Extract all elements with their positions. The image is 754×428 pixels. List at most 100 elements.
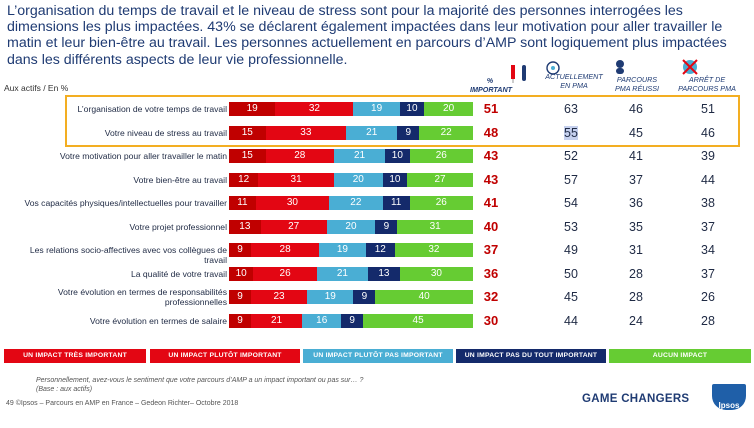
bar-segment-aucun: 31: [397, 219, 473, 234]
value-important: 30: [483, 312, 499, 328]
legend-aucun: AUCUN IMPACT: [609, 349, 751, 363]
baby-icon: [616, 60, 624, 74]
bar-segment-aucun: 26: [409, 149, 473, 163]
row-label: Votre évolution en termes de salaire: [89, 315, 227, 326]
bar-segment-plutot-pas: 20: [326, 219, 376, 234]
value-arret: 34: [701, 243, 715, 257]
value-arret: 39: [701, 149, 715, 163]
brand-name: GAME CHANGERS: [582, 393, 690, 405]
ipsos-logo: Ipsos: [712, 384, 746, 410]
row-label: Votre évolution en termes de responsabil…: [57, 287, 227, 307]
value-important: 36: [483, 265, 499, 281]
test-tube-icon: [522, 65, 526, 81]
syringe-icon: [511, 65, 515, 83]
value-parcours: 28: [629, 266, 643, 281]
bar-segment-tres-important: 11: [229, 196, 256, 210]
value-parcours: 37: [629, 172, 643, 187]
value-arret: 38: [701, 196, 715, 210]
bar-segment-plutot-important: 26: [253, 266, 317, 281]
value-arret: 26: [701, 290, 715, 304]
value-actuellement: 53: [564, 219, 578, 234]
value-arret: 37: [701, 219, 715, 234]
bar-segment-aucun: 32: [394, 243, 473, 257]
value-important: 40: [483, 218, 499, 234]
bar-segment-pas-du-tout: 9: [353, 290, 376, 304]
value-actuellement: 54: [564, 196, 578, 210]
header-arret: ARRÊT DE PARCOURS PMA: [678, 75, 736, 93]
bar-segment-plutot-pas: 19: [353, 102, 400, 116]
footer: 49 ©Ipsos – Parcours en AMP en France – …: [6, 400, 239, 407]
value-arret: 51: [701, 102, 715, 116]
unit-label: Aux actifs / En %: [4, 83, 69, 93]
bar-segment-plutot-pas: 20: [333, 172, 383, 187]
bar-segment-plutot-important: 30: [255, 196, 330, 210]
value-actuellement: 57: [564, 172, 578, 187]
value-actuellement: 63: [564, 102, 578, 116]
value-parcours: 41: [629, 149, 643, 163]
value-actuellement: 44: [564, 313, 578, 328]
header-important: % IMPORTANT: [470, 76, 513, 94]
bar-segment-tres-important: 9: [229, 313, 251, 328]
bar-segment-tres-important: 15: [229, 125, 266, 140]
bar-segment-tres-important: 10: [229, 266, 254, 281]
value-actuellement: 52: [564, 149, 578, 163]
value-actuellement: 50: [564, 266, 578, 281]
value-important: 32: [483, 289, 499, 304]
bar-segment-pas-du-tout: 9: [375, 219, 398, 234]
footnote: Personnellement, avez-vous le sentiment …: [36, 377, 364, 393]
value-parcours: 31: [629, 243, 643, 257]
value-important: 48: [483, 124, 499, 140]
bar-segment-aucun: 27: [407, 172, 473, 187]
value-actuellement: 55: [564, 125, 578, 140]
bar-segment-plutot-pas: 16: [302, 313, 342, 328]
row-label: Les relations socio-affectives avec vos …: [29, 245, 227, 265]
legend-plutot-pas-important: UN IMPACT PLUTÔT PAS IMPORTANT: [303, 349, 453, 363]
bar-segment-plutot-important: 27: [260, 219, 327, 234]
bar-segment-plutot-pas: 21: [346, 125, 398, 140]
bar-segment-plutot-important: 32: [275, 102, 354, 116]
embryo-icon: [546, 61, 560, 75]
value-arret: 37: [701, 266, 715, 281]
row-label: Vos capacités physiques/intellectuelles …: [24, 198, 227, 208]
bar-segment-tres-important: 13: [229, 219, 261, 234]
bar-segment-plutot-pas: 21: [333, 149, 386, 163]
legend-tres-important: UN IMPACT TRÈS IMPORTANT: [4, 349, 146, 363]
value-actuellement: 49: [564, 243, 578, 257]
highlight-frame: [65, 95, 740, 147]
row-label: Votre bien-être au travail: [133, 174, 227, 185]
bar-segment-aucun: 45: [363, 313, 473, 328]
bar-segment-aucun: 22: [419, 125, 473, 140]
legend-plutot-important: UN IMPACT PLUTÔT IMPORTANT: [150, 349, 300, 363]
bar-segment-aucun: 40: [375, 290, 473, 304]
bar-segment-aucun: 26: [409, 196, 473, 210]
bar-segment-plutot-important: 28: [250, 243, 320, 257]
bar-segment-pas-du-tout: 10: [382, 172, 408, 187]
bar-segment-plutot-important: 31: [258, 172, 334, 187]
row-label: L’organisation de votre temps de travail: [77, 104, 227, 114]
bar-segment-tres-important: 9: [229, 243, 251, 257]
value-important: 43: [483, 148, 499, 163]
bar-segment-plutot-pas: 21: [316, 266, 369, 281]
bar-segment-aucun: 20: [424, 102, 473, 116]
bar-segment-plutot-important: 33: [265, 125, 347, 140]
bar-segment-pas-du-tout: 9: [397, 125, 420, 140]
bar-segment-pas-du-tout: 12: [365, 243, 395, 257]
stop-icon: [682, 59, 698, 75]
value-parcours: 45: [629, 125, 643, 140]
header-parcours: PARCOURS PMA RÉUSSI: [614, 75, 660, 93]
value-actuellement: 45: [564, 290, 578, 304]
value-arret: 44: [701, 172, 715, 187]
bar-segment-tres-important: 15: [229, 149, 266, 163]
bar-segment-plutot-pas: 19: [307, 290, 354, 304]
value-arret: 28: [701, 313, 715, 328]
bar-segment-plutot-important: 21: [250, 313, 303, 328]
row-label: Votre niveau de stress au travail: [104, 127, 227, 138]
bar-segment-pas-du-tout: 10: [385, 149, 410, 163]
bar-segment-plutot-important: 23: [250, 290, 308, 304]
bar-segment-plutot-pas: 22: [329, 196, 383, 210]
row-label: Votre projet professionnel: [129, 221, 227, 232]
value-arret: 46: [701, 125, 715, 140]
row-label: La qualité de votre travail: [130, 268, 227, 279]
bar-segment-pas-du-tout: 11: [382, 196, 410, 210]
bar-segment-pas-du-tout: 13: [368, 266, 400, 281]
